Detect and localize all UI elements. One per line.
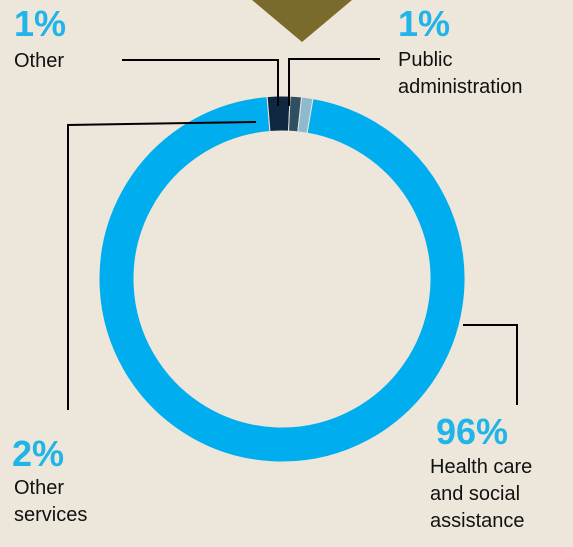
percent-label-other-services: 2% (12, 433, 65, 474)
donut-slice-health-care (98, 96, 466, 463)
top-marker-triangle (252, 0, 352, 42)
donut-slice-public-administration (297, 96, 314, 134)
leader-line-other (122, 59, 279, 106)
percent-label-health-care: 96% (436, 411, 509, 452)
leader-lines (67, 58, 518, 410)
slice-label-public-administration: Public administration (398, 49, 523, 98)
leader-line-other-services (67, 121, 257, 410)
leader-line-health-care (463, 324, 518, 405)
slice-label-other: Other (14, 50, 65, 72)
slice-label-health-care: Health care and social assistance (430, 456, 533, 532)
slice-label-other-services: Other services (14, 477, 88, 526)
leader-line-public-administration (288, 58, 380, 106)
percent-label-other: 1% (14, 3, 67, 44)
percent-label-public-administration: 1% (398, 3, 451, 44)
donut-slices (98, 95, 466, 463)
